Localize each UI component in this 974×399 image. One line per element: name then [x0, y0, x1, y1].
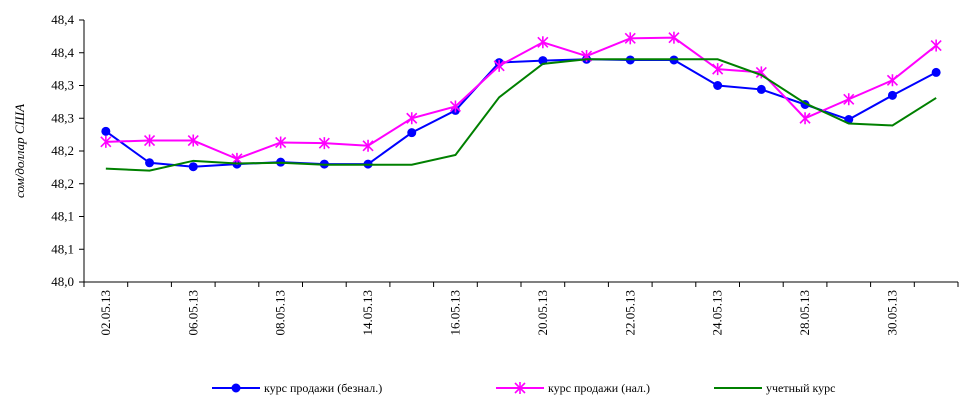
data-point [537, 36, 549, 49]
series-line-2 [105, 36, 937, 160]
data-point [799, 112, 811, 125]
data-point [756, 84, 766, 94]
data-point [493, 59, 505, 72]
data-point [143, 134, 156, 147]
data-point [668, 31, 680, 44]
x-tick-label: 24.05.13 [710, 290, 725, 336]
y-tick-label: 48,4 [51, 45, 74, 60]
plot-area: 48,0 48,1 48,1 48,2 48,2 48,3 48,3 48,4 48,4 02.0… [51, 12, 959, 336]
legend-swatch-marker [231, 383, 241, 393]
data-point [100, 135, 112, 148]
y-tick-label: 48,3 [51, 110, 74, 125]
legend: курс продажи (безнал.) курс продажи (нал.… [212, 381, 836, 395]
series-line-3 [105, 58, 937, 172]
x-tick-label: 16.05.13 [447, 290, 462, 336]
legend-label: курс продажи (нал.) [548, 381, 650, 395]
data-point [187, 134, 199, 147]
data-point [449, 100, 462, 113]
data-point [843, 93, 855, 106]
x-tick-label: 02.05.13 [98, 290, 113, 336]
legend-label: учетный курс [766, 381, 836, 395]
y-tick-label: 48,2 [51, 143, 74, 158]
series-line-1 [105, 58, 937, 168]
data-point [407, 128, 417, 138]
x-tick-label: 30.05.13 [884, 290, 899, 336]
y-tick-label: 48,3 [51, 78, 74, 93]
y-tick-label: 48,1 [51, 241, 74, 256]
y-tick-label: 48,4 [51, 12, 74, 27]
data-point [101, 126, 111, 136]
data-point [931, 67, 941, 77]
x-tick-label: 08.05.13 [273, 290, 288, 336]
x-tick-label: 28.05.13 [797, 290, 812, 336]
x-tick-label: 22.05.13 [622, 290, 637, 336]
data-point [145, 158, 155, 168]
data-point [887, 90, 897, 100]
x-tick-label: 14.05.13 [360, 290, 375, 336]
data-point [406, 112, 418, 125]
data-point [275, 136, 287, 149]
legend-swatch-marker [514, 382, 526, 394]
data-point [362, 139, 374, 152]
data-point [712, 63, 724, 76]
y-tick-label: 48,1 [51, 209, 74, 224]
data-point [713, 81, 723, 90]
y-axis-label: сом/доллар США [12, 104, 27, 198]
data-point [755, 66, 767, 79]
data-point [318, 137, 330, 150]
x-tick-label: 06.05.13 [185, 290, 200, 336]
legend-label: курс продажи (безнал.) [264, 381, 382, 395]
data-point [624, 32, 636, 45]
data-point [930, 39, 942, 52]
y-tick-label: 48,0 [51, 274, 74, 289]
data-point [886, 74, 899, 87]
x-tick-label: 20.05.13 [535, 290, 550, 336]
y-tick-label: 48,2 [51, 176, 74, 191]
data-point [188, 162, 198, 172]
